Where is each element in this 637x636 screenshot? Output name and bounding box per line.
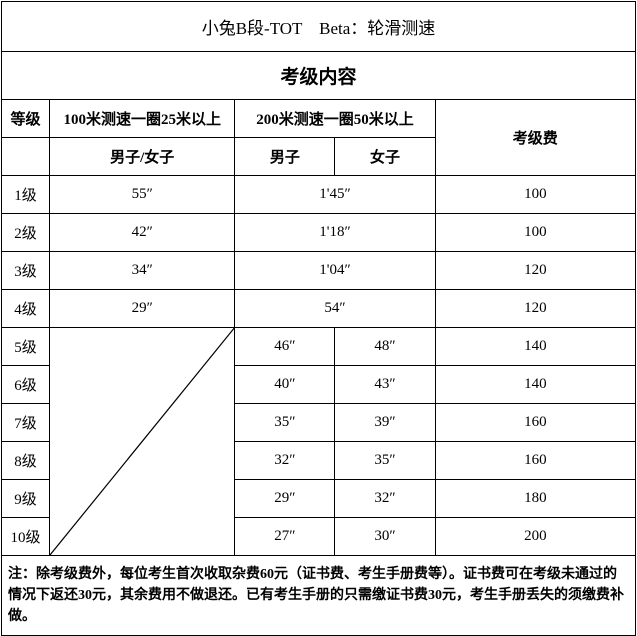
cell-fee: 140	[435, 366, 635, 404]
title-row: 小兔B段-TOT Beta：轮滑测速	[2, 2, 636, 52]
table-row: 2级 42″ 1'18″ 100	[2, 214, 636, 252]
cell-level: 7级	[2, 404, 50, 442]
section-title-row: 考级内容	[2, 52, 636, 100]
header-row-1: 等级 100米测速一圈25米以上 200米测速一圈50米以上 考级费	[2, 100, 636, 138]
cell-speed100: 42″	[50, 214, 235, 252]
cell-level: 10级	[2, 518, 50, 556]
cell-male: 40″	[235, 366, 335, 404]
cell-level: 6级	[2, 366, 50, 404]
cell-fee: 160	[435, 404, 635, 442]
cell-female: 32″	[335, 480, 435, 518]
cell-level: 4级	[2, 290, 50, 328]
cell-fee: 120	[435, 252, 635, 290]
header-female: 女子	[335, 138, 435, 176]
cell-speed200: 1'45″	[235, 176, 435, 214]
cell-fee: 140	[435, 328, 635, 366]
cell-level: 1级	[2, 176, 50, 214]
note-text: 注：除考级费外，每位考生首次收取杂费60元（证书费、考生手册费等）。证书费可在考…	[2, 556, 636, 636]
table-row: 5级 46″ 48″ 140	[2, 328, 636, 366]
cell-speed100: 29″	[50, 290, 235, 328]
header-speed200: 200米测速一圈50米以上	[235, 100, 435, 138]
cell-fee: 120	[435, 290, 635, 328]
diagonal-cell	[50, 328, 235, 556]
cell-level: 2级	[2, 214, 50, 252]
note-row: 注：除考级费外，每位考生首次收取杂费60元（证书费、考生手册费等）。证书费可在考…	[2, 556, 636, 636]
cell-fee: 100	[435, 176, 635, 214]
page-title: 小兔B段-TOT Beta：轮滑测速	[2, 2, 636, 52]
diagonal-line-icon	[50, 328, 234, 555]
cell-female: 43″	[335, 366, 435, 404]
cell-male: 29″	[235, 480, 335, 518]
header-gender-both: 男子/女子	[50, 138, 235, 176]
header-level-empty	[2, 138, 50, 176]
cell-male: 27″	[235, 518, 335, 556]
cell-male: 32″	[235, 442, 335, 480]
grade-table: 小兔B段-TOT Beta：轮滑测速 考级内容 等级 100米测速一圈25米以上…	[1, 1, 636, 636]
section-title: 考级内容	[2, 52, 636, 100]
table-row: 3级 34″ 1'04″ 120	[2, 252, 636, 290]
header-speed100: 100米测速一圈25米以上	[50, 100, 235, 138]
header-male: 男子	[235, 138, 335, 176]
table-row: 4级 29″ 54″ 120	[2, 290, 636, 328]
header-level: 等级	[2, 100, 50, 138]
cell-level: 5级	[2, 328, 50, 366]
cell-level: 3级	[2, 252, 50, 290]
header-fee: 考级费	[435, 100, 635, 176]
cell-level: 9级	[2, 480, 50, 518]
cell-male: 46″	[235, 328, 335, 366]
cell-female: 30″	[335, 518, 435, 556]
cell-speed200: 1'18″	[235, 214, 435, 252]
cell-female: 39″	[335, 404, 435, 442]
cell-level: 8级	[2, 442, 50, 480]
cell-female: 48″	[335, 328, 435, 366]
cell-fee: 200	[435, 518, 635, 556]
cell-speed200: 54″	[235, 290, 435, 328]
cell-female: 35″	[335, 442, 435, 480]
cell-fee: 160	[435, 442, 635, 480]
cell-male: 35″	[235, 404, 335, 442]
cell-fee: 180	[435, 480, 635, 518]
cell-fee: 100	[435, 214, 635, 252]
cell-speed100: 55″	[50, 176, 235, 214]
table-row: 1级 55″ 1'45″ 100	[2, 176, 636, 214]
cell-speed100: 34″	[50, 252, 235, 290]
cell-speed200: 1'04″	[235, 252, 435, 290]
